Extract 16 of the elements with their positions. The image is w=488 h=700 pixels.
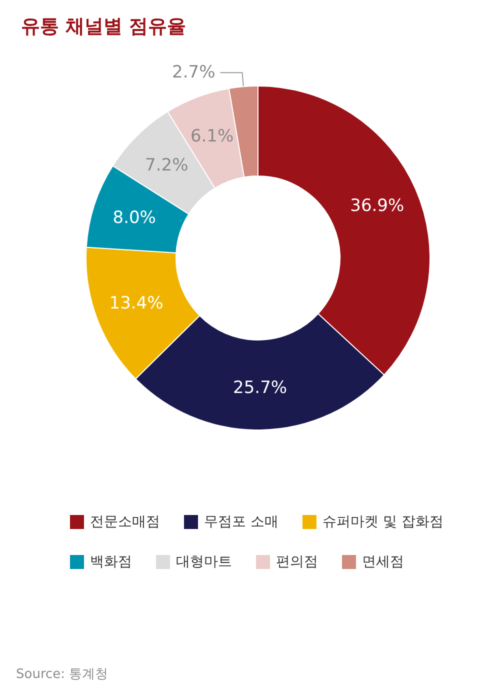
data-label: 2.7% bbox=[172, 62, 216, 83]
legend-label: 백화점 bbox=[90, 554, 132, 570]
data-label: 7.2% bbox=[145, 156, 188, 176]
legend-label: 슈퍼마켓 및 잡화점 bbox=[322, 514, 444, 530]
data-label: 13.4% bbox=[109, 294, 164, 314]
legend-label: 편의점 bbox=[276, 554, 318, 570]
legend-label: 면세점 bbox=[362, 554, 404, 570]
legend-label: 무점포 소매 bbox=[204, 514, 278, 530]
data-label: 25.7% bbox=[233, 378, 288, 398]
data-label: 36.9% bbox=[350, 196, 404, 216]
legend-label: 전문소매점 bbox=[90, 514, 160, 530]
data-label: 6.1% bbox=[190, 126, 234, 146]
chart-title: 유통 채널별 점유율 bbox=[21, 16, 186, 38]
legend-label: 대형마트 bbox=[176, 554, 232, 570]
data-label: 8.0% bbox=[112, 208, 156, 228]
source-note: Source: 통계청 bbox=[16, 667, 108, 682]
